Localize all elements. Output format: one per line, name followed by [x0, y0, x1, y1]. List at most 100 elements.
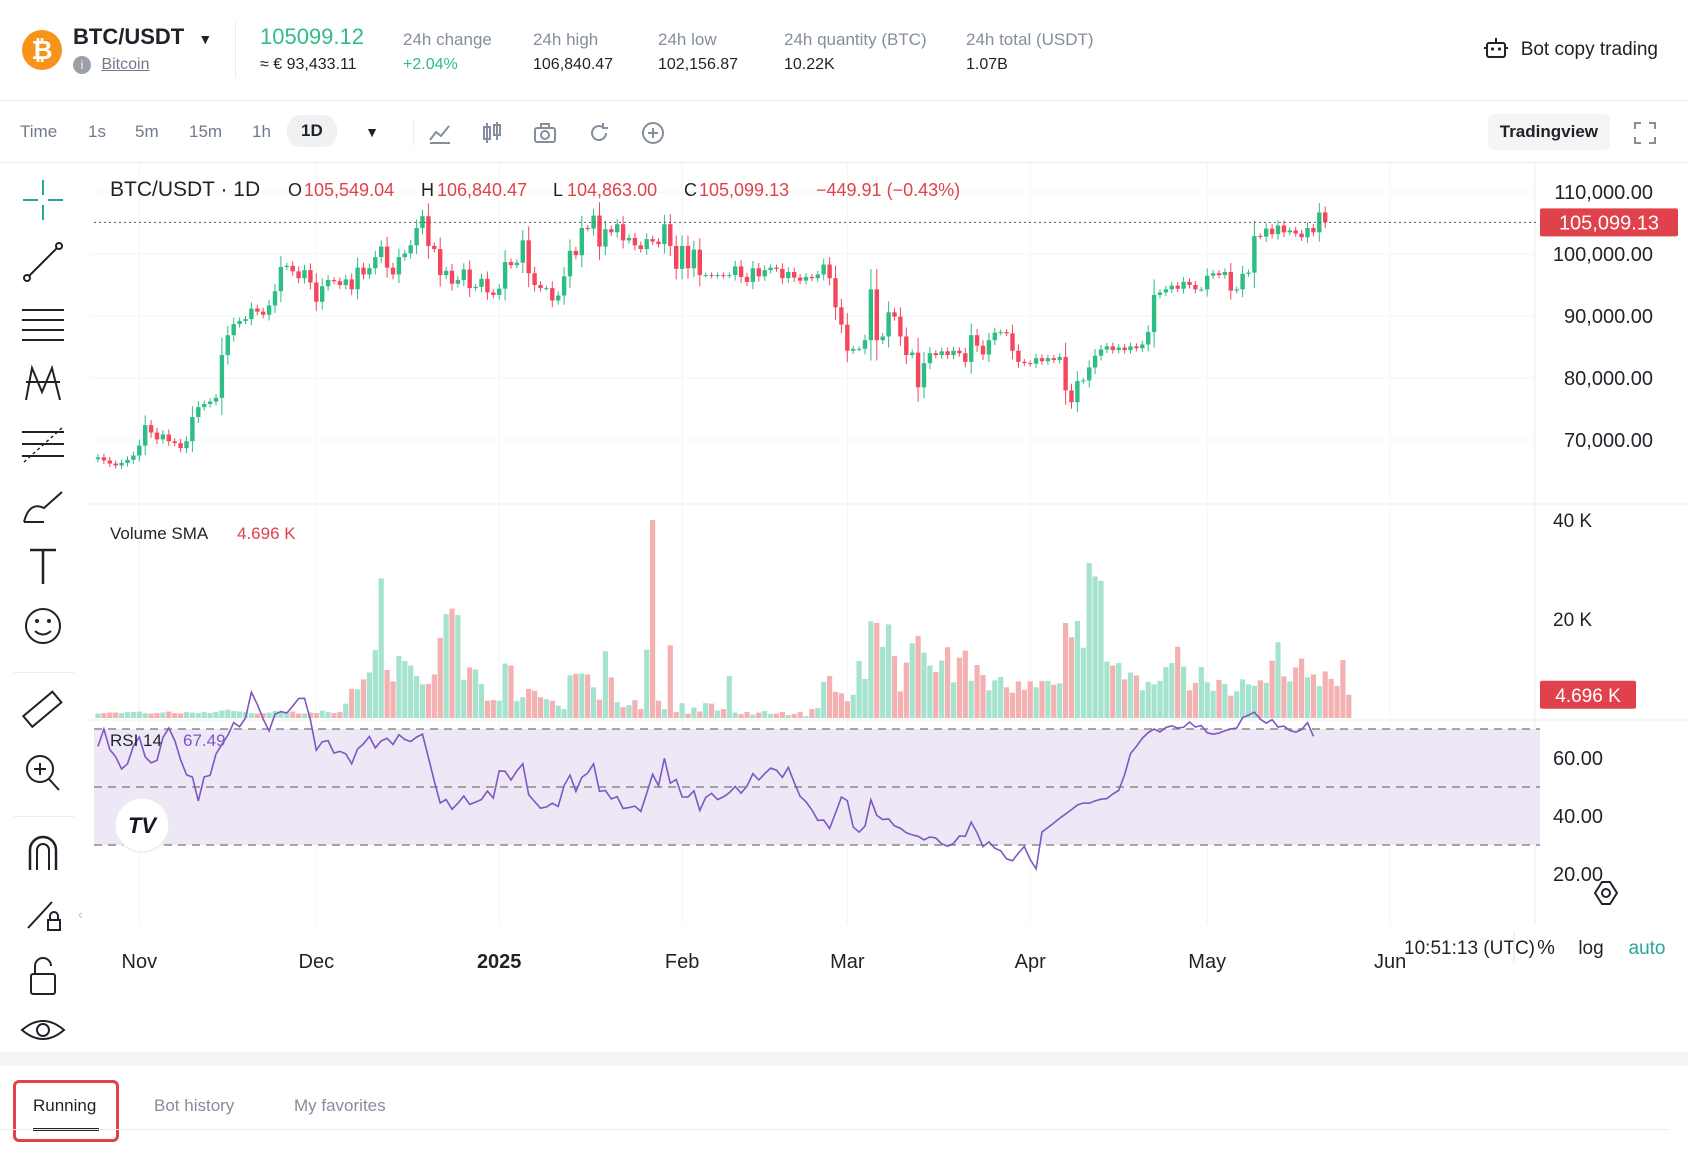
- trend-line-icon[interactable]: [18, 240, 68, 284]
- candle-body: [703, 275, 708, 277]
- horizontal-lines-icon[interactable]: [18, 302, 68, 346]
- volume-bar: [744, 712, 750, 718]
- candle-body: [449, 270, 455, 284]
- volume-bar: [691, 707, 697, 718]
- candle-body: [644, 239, 649, 250]
- stat-value: 102,156.87: [658, 56, 739, 73]
- volume-bar: [915, 635, 921, 718]
- fib-retracement-icon[interactable]: [18, 424, 68, 468]
- candle-body: [379, 246, 384, 258]
- camera-icon[interactable]: [532, 120, 558, 146]
- candle-body: [396, 257, 402, 275]
- candle-body: [974, 335, 980, 346]
- settings-icon[interactable]: [1593, 881, 1619, 905]
- candle-body: [1022, 361, 1027, 364]
- candle-body: [497, 288, 502, 295]
- lock-drawing-icon[interactable]: [18, 892, 68, 936]
- drawing-toolbar: ‹: [0, 162, 86, 1052]
- volume-bar: [1175, 646, 1181, 718]
- candle-body: [485, 278, 490, 293]
- tradingview-logo[interactable]: TV: [114, 797, 170, 853]
- ruler-icon[interactable]: [18, 688, 68, 732]
- volume-bar: [933, 671, 939, 718]
- candle-body: [939, 351, 944, 356]
- line-chart-icon[interactable]: [427, 120, 453, 146]
- volume-bar: [950, 682, 957, 718]
- pair-selector[interactable]: BTC/USDT ▼: [73, 24, 212, 50]
- candle-body: [1134, 346, 1139, 349]
- auto-toggle[interactable]: auto: [1629, 938, 1666, 959]
- tab-running[interactable]: Running: [33, 1096, 97, 1115]
- volume-bar: [1139, 690, 1145, 718]
- volume-bar: [785, 715, 791, 718]
- eye-icon[interactable]: [18, 1008, 68, 1052]
- interval-1d[interactable]: 1D: [287, 115, 337, 147]
- fullscreen-icon[interactable]: [1632, 120, 1658, 146]
- brush-icon[interactable]: [18, 484, 68, 528]
- coin-name-link[interactable]: i Bitcoin: [73, 56, 149, 74]
- candle-body: [272, 291, 278, 306]
- interval-time[interactable]: Time: [20, 122, 58, 141]
- candle-body: [544, 288, 549, 290]
- volume-bar: [1181, 666, 1187, 718]
- volume-bar: [213, 712, 219, 718]
- candle-body: [963, 353, 968, 362]
- volume-bar: [384, 669, 390, 718]
- volume-bar: [1057, 683, 1063, 718]
- volume-bar: [756, 712, 762, 718]
- bot-copy-trading-button[interactable]: Bot copy trading: [1483, 36, 1658, 61]
- volume-bar: [1027, 681, 1033, 718]
- volume-bar: [160, 712, 166, 718]
- interval-5m[interactable]: 5m: [135, 122, 159, 141]
- candle-body: [1275, 225, 1281, 235]
- zoom-in-icon[interactable]: [18, 750, 68, 794]
- collapse-toolbar-icon[interactable]: ‹: [78, 906, 83, 922]
- tab-bot-history[interactable]: Bot history: [154, 1096, 235, 1115]
- volume-bar: [455, 615, 461, 718]
- candle-body: [1222, 271, 1228, 276]
- legend-close: 105,099.13: [699, 180, 789, 200]
- candle-body: [721, 275, 726, 277]
- volume-bar: [319, 710, 325, 718]
- volume-bar: [514, 701, 520, 718]
- price-chart[interactable]: Nov Dec 2025 Feb Mar Apr May Jun 110,000.00 100,0…: [0, 162, 1688, 1052]
- volume-bar: [496, 700, 502, 718]
- add-indicator-icon[interactable]: [640, 120, 666, 146]
- legend-h-label: H: [421, 180, 434, 200]
- legend-l-label: L: [553, 180, 563, 200]
- candle-body: [1305, 227, 1310, 238]
- text-tool-icon[interactable]: [18, 544, 68, 588]
- clock-time: 10:51:13 (UTC): [1404, 938, 1535, 959]
- candle-body: [786, 271, 791, 279]
- candle-body: [154, 432, 160, 440]
- candle-body: [933, 353, 938, 356]
- percent-toggle[interactable]: %: [1537, 937, 1555, 959]
- candle-body: [727, 275, 732, 277]
- emoji-icon[interactable]: [18, 604, 68, 648]
- candle-body: [851, 348, 856, 351]
- candle-body: [768, 267, 773, 271]
- volume-bar: [1080, 647, 1086, 718]
- interval-1s[interactable]: 1s: [88, 122, 106, 141]
- refresh-icon[interactable]: [586, 120, 612, 146]
- tradingview-button[interactable]: Tradingview: [1487, 114, 1610, 150]
- volume-bar: [189, 712, 195, 718]
- candle-body: [502, 262, 508, 289]
- volume-bar: [467, 667, 473, 718]
- interval-15m[interactable]: 15m: [189, 122, 223, 141]
- market-header: ₿ BTC/USDT ▼ i Bitcoin 105099.12 ≈ € 93,…: [0, 0, 1688, 101]
- volume-bar: [537, 697, 544, 718]
- candlestick-icon[interactable]: [479, 120, 505, 146]
- magnet-icon[interactable]: [18, 830, 68, 874]
- unlock-icon[interactable]: [18, 954, 68, 998]
- volume-bar: [709, 703, 715, 718]
- volume-bar: [1169, 663, 1175, 718]
- log-toggle[interactable]: log: [1578, 938, 1603, 959]
- coin-name[interactable]: Bitcoin: [101, 56, 150, 74]
- crosshair-icon[interactable]: [18, 178, 68, 222]
- interval-1h[interactable]: 1h: [252, 122, 271, 141]
- interval-dropdown-icon[interactable]: ▼: [365, 124, 379, 140]
- pattern-icon[interactable]: [18, 362, 68, 406]
- tab-my-favorites[interactable]: My favorites: [294, 1096, 386, 1115]
- volume-bar: [1310, 674, 1316, 718]
